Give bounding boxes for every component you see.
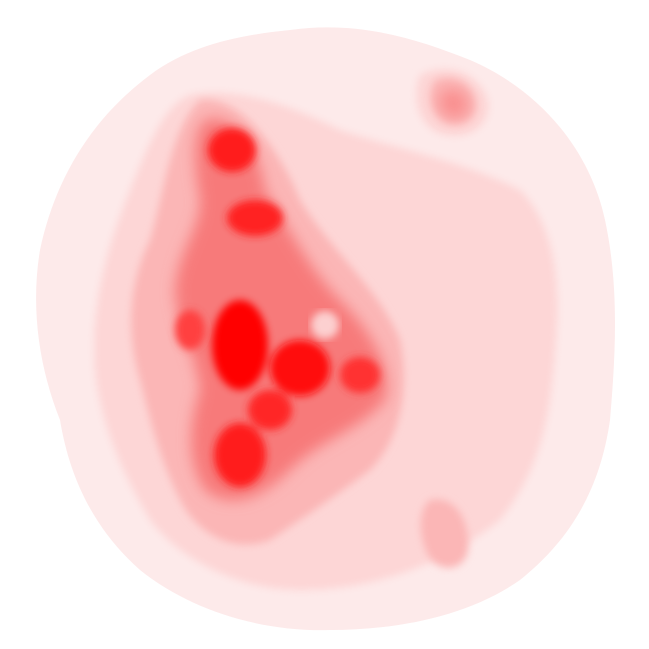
center-highlight bbox=[311, 311, 339, 339]
core-level bbox=[175, 128, 380, 487]
